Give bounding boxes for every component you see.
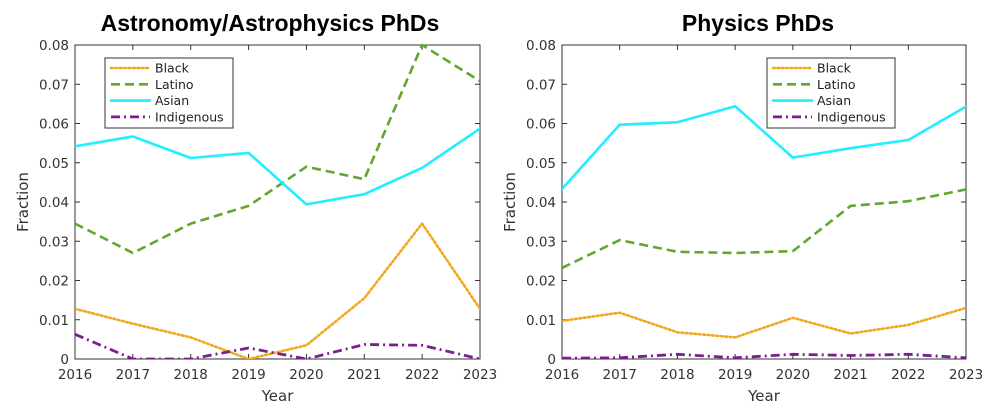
x-tick-label: 2016 <box>545 367 579 383</box>
series-line-latino <box>562 188 966 270</box>
y-tick-label: 0.03 <box>526 234 556 250</box>
y-tick-label: 0.02 <box>39 274 69 290</box>
y-tick-label: 0.01 <box>39 313 69 329</box>
series-line-latino <box>75 43 480 255</box>
y-tick-label: 0.08 <box>39 38 69 54</box>
chart-physics: Physics PhDs 0 0.01 0.02 0.03 0.04 0.05 0.06 0.… <box>501 10 983 405</box>
y-axis-label: Fraction <box>14 172 32 232</box>
chart-title: Astronomy/Astrophysics PhDs <box>101 10 440 36</box>
y-tick-label: 0.08 <box>526 38 556 54</box>
y-tick-label: 0.04 <box>526 195 556 211</box>
series-lines <box>562 104 966 359</box>
y-tick-label: 0.01 <box>526 313 556 329</box>
x-tick-label: 2017 <box>116 367 150 383</box>
x-tick-label: 2019 <box>718 367 752 383</box>
legend-label: Indigenous <box>155 109 224 124</box>
chart-astronomy-astrophysics: Astronomy/Astrophysics PhDs 0 0.01 0.02 0.0… <box>14 10 497 405</box>
series-line-asian <box>75 127 480 206</box>
x-tick-label: 2018 <box>174 367 208 383</box>
x-tick-label: 2022 <box>891 367 925 383</box>
x-axis-label: Year <box>261 387 295 405</box>
series-lines <box>75 43 480 359</box>
x-tick-label: 2017 <box>603 367 637 383</box>
y-tick-label: 0.03 <box>39 234 69 250</box>
x-tick-label: 2023 <box>949 367 983 383</box>
legend-box <box>766 57 896 129</box>
legend-label: Black <box>817 61 852 76</box>
x-tick-label: 2019 <box>231 367 265 383</box>
y-tick-label: 0.07 <box>526 77 556 93</box>
series-line-black <box>562 306 966 339</box>
x-tick-label: 2023 <box>463 367 497 383</box>
x-tick-label: 2022 <box>405 367 439 383</box>
y-tick-label: 0.05 <box>526 156 556 172</box>
y-tick-label: 0.06 <box>526 117 556 133</box>
legend-label: Asian <box>155 93 189 108</box>
legend-label: Latino <box>817 77 856 92</box>
x-tick-label: 2021 <box>347 367 381 383</box>
chart-title: Physics PhDs <box>682 10 834 36</box>
y-tick-label: 0.05 <box>39 156 69 172</box>
y-tick-label: 0.04 <box>39 195 69 211</box>
x-tick-label: 2020 <box>776 367 810 383</box>
y-axis-label: Fraction <box>501 172 519 232</box>
y-tick-label: 0.06 <box>39 117 69 133</box>
series-line-indigenous <box>75 333 480 359</box>
legend-label: Latino <box>155 77 194 92</box>
series-line-asian <box>562 104 966 191</box>
y-tick-label: 0.07 <box>39 77 69 93</box>
legend-label: Black <box>155 61 190 76</box>
x-tick-label: 2016 <box>58 367 92 383</box>
x-tick-label: 2020 <box>289 367 323 383</box>
series-line-black <box>75 222 480 359</box>
x-axis-label: Year <box>747 387 781 405</box>
x-tick-label: 2018 <box>660 367 694 383</box>
x-tick-label: 2021 <box>833 367 867 383</box>
legend-label: Indigenous <box>817 109 886 124</box>
legend-label: Asian <box>817 93 851 108</box>
legend-box <box>104 57 234 129</box>
y-tick-label: 0 <box>547 352 556 368</box>
y-tick-label: 0.02 <box>526 274 556 290</box>
series-line-indigenous <box>562 352 966 359</box>
y-tick-label: 0 <box>60 352 69 368</box>
